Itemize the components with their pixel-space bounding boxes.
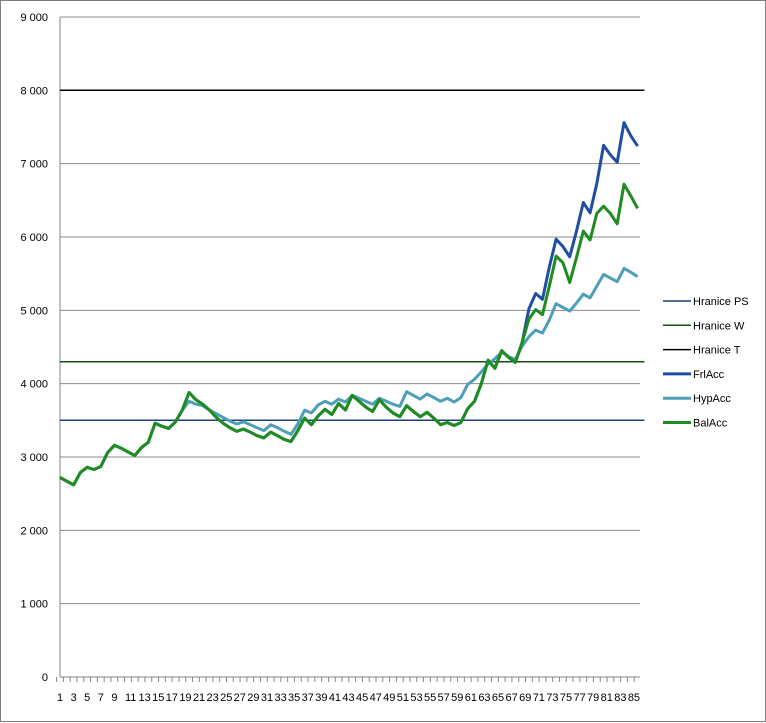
- x-tick-label: 27: [234, 692, 246, 704]
- y-tick-label: 1 000: [20, 599, 48, 611]
- x-tick-label: 71: [533, 692, 545, 704]
- x-tick-label: 59: [451, 692, 463, 704]
- y-tick-label: 0: [42, 672, 48, 684]
- x-tick-label: 17: [166, 692, 178, 704]
- x-tick-label: 83: [614, 692, 626, 704]
- x-tick-label: 31: [261, 692, 273, 704]
- x-tick-label: 23: [207, 692, 219, 704]
- legend-entry: FrlAcc: [693, 369, 725, 381]
- series-line-balacc: [59, 182, 639, 487]
- y-tick-label: 8 000: [20, 85, 48, 97]
- x-tick-label: 55: [424, 692, 436, 704]
- y-tick-label: 6 000: [20, 232, 48, 244]
- x-tick-label: 37: [302, 692, 314, 704]
- x-tick-label: 33: [274, 692, 286, 704]
- x-tick-label: 77: [573, 692, 585, 704]
- series-line-hypacc: [59, 267, 639, 487]
- x-tick-label: 5: [84, 692, 90, 704]
- legend-entry: BalAcc: [693, 418, 728, 430]
- x-tick-label: 11: [125, 692, 136, 704]
- x-tick-label: 3: [71, 692, 77, 704]
- x-tick-label: 21: [193, 692, 205, 704]
- x-tick-label: 49: [383, 692, 395, 704]
- x-tick-label: 45: [356, 692, 368, 704]
- x-tick-label: 73: [546, 692, 558, 704]
- x-tick-label: 51: [397, 692, 409, 704]
- y-tick-label: 4 000: [20, 379, 48, 391]
- x-tick-label: 25: [220, 692, 232, 704]
- y-tick-label: 7 000: [20, 159, 48, 171]
- x-tick-label: 29: [247, 692, 259, 704]
- x-tick-label: 57: [438, 692, 450, 704]
- x-tick-label: 1: [57, 692, 63, 704]
- x-tick-label: 67: [506, 692, 518, 704]
- x-tick-label: 7: [98, 692, 104, 704]
- x-tick-label: 15: [152, 692, 164, 704]
- x-tick-label: 85: [628, 692, 640, 704]
- x-tick-label: 19: [179, 692, 191, 704]
- x-tick-label: 47: [370, 692, 382, 704]
- x-tick-label: 43: [342, 692, 354, 704]
- x-tick-label: 35: [288, 692, 300, 704]
- x-tick-label: 39: [315, 692, 327, 704]
- x-tick-label: 69: [519, 692, 531, 704]
- x-tick-label: 79: [587, 692, 599, 704]
- y-tick-label: 2 000: [20, 525, 48, 537]
- y-tick-label: 3 000: [20, 452, 48, 464]
- x-tick-label: 63: [478, 692, 490, 704]
- x-tick-label: 41: [329, 692, 341, 704]
- y-tick-label: 9 000: [20, 12, 48, 24]
- x-tick-label: 75: [560, 692, 572, 704]
- x-tick-label: 61: [465, 692, 477, 704]
- x-tick-label: 9: [111, 692, 117, 704]
- legend-entry: Hranice T: [693, 345, 741, 357]
- x-tick-label: 53: [410, 692, 422, 704]
- x-tick-label: 65: [492, 692, 504, 704]
- x-tick-label: 13: [139, 692, 151, 704]
- legend-entry: Hranice PS: [693, 296, 749, 308]
- legend-entry: Hranice W: [693, 320, 745, 332]
- y-tick-label: 5 000: [20, 305, 48, 317]
- series-line-frlacc: [59, 121, 639, 487]
- x-tick-label: 81: [601, 692, 613, 704]
- legend-entry: HypAcc: [693, 393, 731, 405]
